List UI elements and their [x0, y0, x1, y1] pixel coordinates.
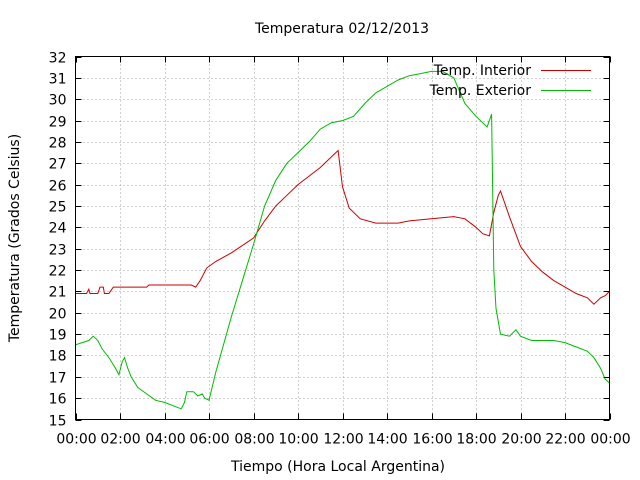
x-tick-label: 00:00	[56, 432, 96, 448]
series-layer	[75, 70, 610, 410]
y-tick-labels: 15 16 17 18 19 20 21 22 23 24 25 26 27 28 29 30 31 32	[49, 51, 67, 430]
x-tick-label: 20:00	[501, 432, 541, 448]
x-tick-label: 10:00	[278, 432, 318, 448]
x-tick-label: 16:00	[412, 432, 452, 448]
y-tick-label: 25	[49, 200, 67, 216]
y-tick-label: 17	[49, 371, 67, 387]
y-tick-label: 20	[49, 307, 67, 323]
y-tick-label: 16	[49, 392, 67, 408]
y-tick-label: 29	[49, 115, 67, 131]
x-tick-label: 00:00	[590, 432, 630, 448]
y-tick-label: 15	[49, 414, 67, 430]
y-tick-label: 27	[49, 157, 67, 173]
y-tick-label: 31	[49, 72, 67, 88]
y-axis-label: Temperatura (Grados Celsius)	[7, 134, 23, 343]
plot-frame	[75, 56, 610, 420]
axis-ticks	[75, 56, 611, 421]
y-tick-label: 21	[49, 285, 67, 301]
series-line	[75, 70, 610, 410]
x-tick-label: 14:00	[367, 432, 407, 448]
x-axis-label: Tiempo (Hora Local Argentina)	[230, 459, 445, 475]
x-tick-label: 02:00	[100, 432, 140, 448]
y-tick-label: 32	[49, 51, 67, 67]
y-tick-label: 23	[49, 243, 67, 259]
y-tick-label: 24	[49, 221, 67, 237]
legend-label: Temp. Exterior	[429, 83, 532, 99]
legend: Temp. Interior Temp. Exterior	[429, 63, 591, 99]
x-tick-label: 12:00	[323, 432, 363, 448]
y-tick-label: 18	[49, 349, 67, 365]
y-tick-label: 26	[49, 179, 67, 195]
y-tick-label: 22	[49, 264, 67, 280]
y-tick-label: 30	[49, 93, 67, 109]
y-tick-label: 19	[49, 328, 67, 344]
grid-lines	[75, 56, 610, 420]
y-tick-label: 28	[49, 136, 67, 152]
x-tick-label: 08:00	[234, 432, 274, 448]
chart-title: Temperatura 02/12/2013	[254, 21, 429, 37]
x-tick-label: 22:00	[545, 432, 585, 448]
series-line	[75, 149, 610, 305]
x-tick-labels: 00:00 02:00 04:00 06:00 08:00 10:00 12:00 14:00…	[56, 432, 630, 448]
legend-label: Temp. Interior	[433, 63, 532, 79]
x-tick-label: 18:00	[456, 432, 496, 448]
x-tick-label: 06:00	[189, 432, 229, 448]
x-tick-label: 04:00	[145, 432, 185, 448]
